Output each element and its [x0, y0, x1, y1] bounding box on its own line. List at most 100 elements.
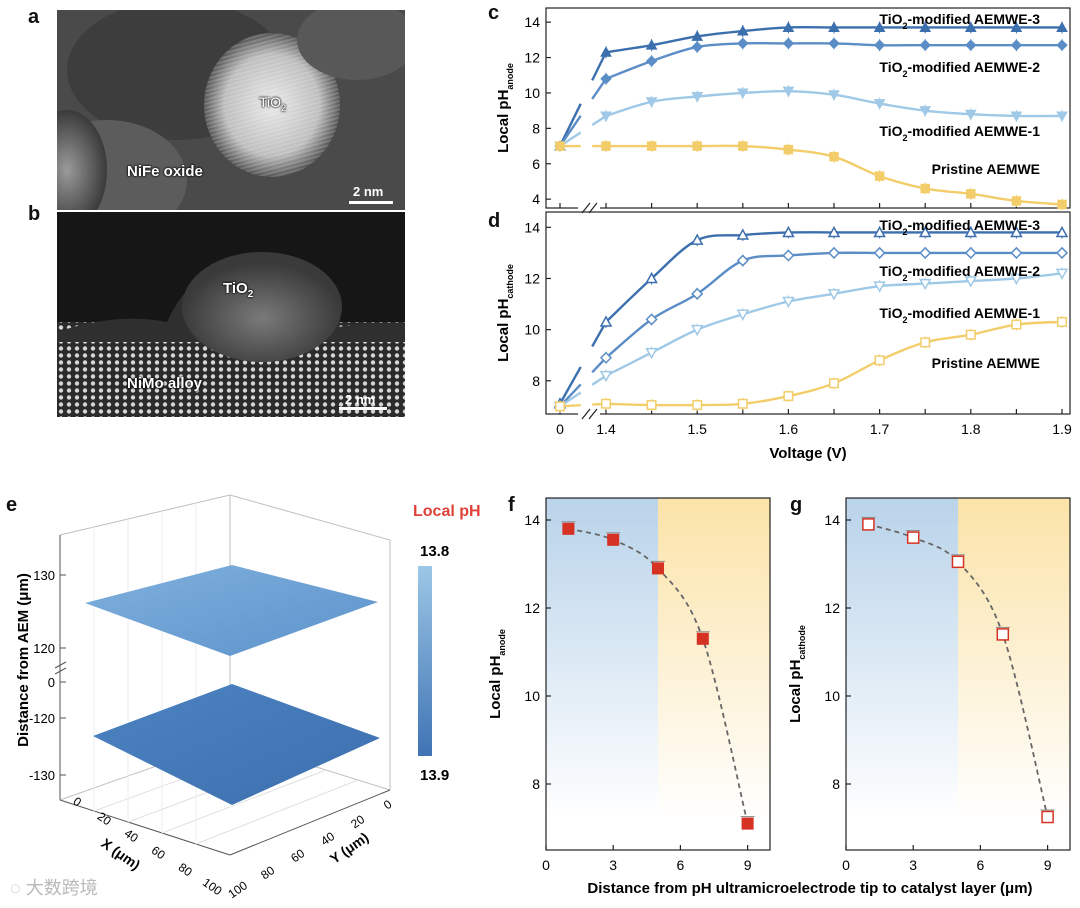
data-point — [651, 562, 665, 575]
data-point — [873, 225, 886, 238]
y-tick-label: 8 — [532, 120, 540, 136]
data-point — [1010, 225, 1023, 238]
x-tick-label: 1.7 — [870, 421, 890, 437]
data-point — [874, 355, 885, 366]
catalyst-zone — [658, 498, 770, 820]
data-point — [919, 106, 932, 117]
series-aemwe1 — [553, 267, 1069, 413]
micrograph-b: TiO2 NiMo alloy 2 nm — [57, 212, 405, 417]
watermark-icon: ◌ — [10, 878, 21, 898]
y-tick-label: 14 — [824, 512, 840, 528]
data-point — [645, 347, 658, 360]
axis-break-mark — [54, 661, 67, 669]
data-point — [691, 30, 704, 41]
data-point — [827, 246, 841, 259]
watermark-logo: ◌ 大数跨境 — [10, 874, 98, 900]
data-point — [918, 278, 932, 291]
y-tick-label: 12 — [524, 270, 540, 286]
data-point — [737, 37, 749, 50]
data-point — [555, 141, 565, 151]
series-pristine — [555, 140, 1067, 211]
data-point — [782, 21, 795, 32]
plot-frame-g — [845, 497, 1071, 851]
data-point — [996, 628, 1010, 641]
y-axis-label-c: Local pHanode — [495, 63, 515, 153]
data-point — [1057, 316, 1067, 327]
y-tick-label: 10 — [824, 688, 840, 704]
electrolyte-zone — [846, 498, 958, 820]
x-tick-label: 1.9 — [1052, 421, 1072, 437]
data-point — [691, 91, 704, 103]
data-point — [599, 370, 613, 383]
data-point — [873, 39, 886, 51]
data-point — [828, 21, 840, 32]
data-point — [966, 189, 976, 199]
data-point — [873, 246, 886, 259]
data-point — [737, 398, 748, 409]
scalebar-a — [349, 201, 393, 204]
z-tick-label: 120 — [33, 641, 55, 656]
data-point — [691, 41, 703, 53]
data-point — [601, 398, 611, 409]
y-tick-label: 80 — [258, 863, 277, 882]
tio2-label-b: TiO2 — [223, 280, 254, 300]
x-tick-label: 1.4 — [596, 421, 616, 437]
series-aemwe2 — [553, 246, 1069, 413]
x-tick-label: 0 — [556, 421, 564, 437]
data-point — [736, 228, 750, 240]
micrograph-b-image — [57, 212, 405, 417]
y-tick-label: 14 — [524, 14, 540, 30]
data-point — [920, 183, 930, 194]
data-point — [645, 39, 658, 50]
nimo-alloy-label: NiMo alloy — [127, 375, 203, 392]
y-tick-label: 8 — [532, 776, 540, 792]
x-tick-label: 3 — [909, 857, 917, 873]
data-point — [965, 329, 976, 340]
data-point — [599, 351, 613, 364]
chart-d: 8 10 12 14 Local pHcathode 0 1.4 1.5 1.6 1.7 1.8 1.… — [495, 211, 1072, 462]
data-point — [829, 151, 839, 162]
scalebar-b — [339, 407, 387, 410]
data-point — [874, 171, 885, 181]
data-point — [646, 141, 657, 151]
data-point — [600, 73, 612, 85]
panel-letter-a: a — [28, 6, 40, 28]
series-aemwe1 — [554, 85, 1068, 153]
data-point — [1057, 199, 1067, 210]
surface-top — [85, 565, 378, 656]
x-tick-label: 3 — [609, 857, 617, 873]
y-tick-label: 10 — [524, 322, 540, 338]
tio2-label-a: TiO2 — [259, 94, 287, 113]
data-point — [964, 21, 977, 32]
data-point — [920, 337, 931, 348]
y-axis-label-f: Local pHanode — [487, 629, 507, 719]
y-tick-label: 12 — [824, 600, 840, 616]
x-tick-label: 60 — [149, 843, 168, 862]
y-tick-label: 12 — [524, 50, 540, 66]
data-point — [782, 86, 795, 98]
axis-break-mark — [581, 202, 591, 214]
series-label-aemwe3: TiO2-modified AEMWE-3 — [879, 11, 1040, 31]
y-tick-label: 4 — [532, 191, 540, 207]
x-axis-line — [59, 799, 231, 856]
data-point — [873, 21, 886, 32]
y-tick-label: 20 — [348, 812, 367, 831]
data-point — [1011, 319, 1022, 330]
y-tick-label: 0 — [381, 797, 395, 812]
y-tick-label: 14 — [524, 512, 540, 528]
x-tick-label: 80 — [176, 860, 195, 879]
colorbar-min-label: 13.9 — [420, 767, 449, 784]
data-point — [690, 233, 704, 245]
series-label-aemwe2: TiO2-modified AEMWE-2 — [879, 263, 1040, 283]
data-point — [782, 249, 795, 262]
chart-f: 8 10 12 14 0 3 6 9 Local pHanode — [487, 497, 771, 873]
y-tick-label: 6 — [532, 156, 540, 172]
data-point — [645, 55, 658, 67]
x-tick-label: 0 — [842, 857, 850, 873]
data-point — [827, 289, 841, 301]
y-tick-label: 8 — [832, 776, 840, 792]
data-point — [1010, 246, 1023, 259]
x-axis-label-shared: Distance from pH ultramicroelectrode tip… — [587, 880, 1032, 897]
data-point — [600, 111, 612, 122]
